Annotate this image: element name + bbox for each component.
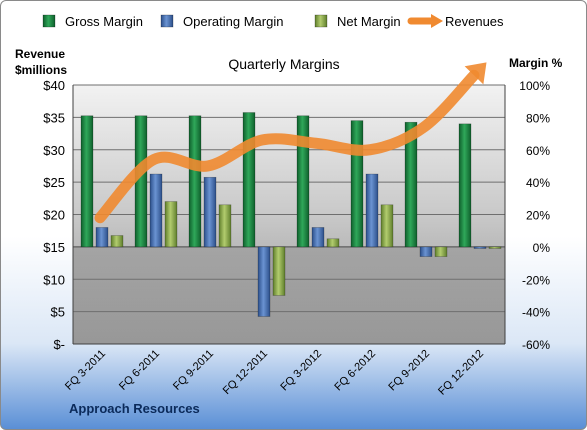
bar-gross-margin <box>296 115 310 248</box>
left-tick-label: $- <box>53 337 65 352</box>
legend-item-net-margin: Net Margin <box>314 14 401 29</box>
left-axis-label-line2: $millions <box>15 63 67 77</box>
bar-net-margin <box>218 204 232 248</box>
legend-swatch-arrow <box>431 14 443 28</box>
bar-operating-margin <box>203 176 217 248</box>
legend-label: Net Margin <box>337 14 401 29</box>
bar-operating-margin <box>365 173 379 248</box>
bar-operating-margin <box>473 246 487 249</box>
bar-operating-margin <box>95 227 109 248</box>
x-tick-label: FQ 3-2012 <box>278 348 324 394</box>
bar-operating-margin <box>419 246 433 257</box>
right-tick-label: 80% <box>526 111 550 125</box>
legend-label: Operating Margin <box>183 14 283 29</box>
legend-item-operating-margin: Operating Margin <box>160 14 283 29</box>
chart-footer: Approach Resources <box>69 401 200 416</box>
bar-net-margin <box>488 246 502 249</box>
right-tick-label: 60% <box>526 144 550 158</box>
legend-swatch <box>314 14 328 28</box>
bar-gross-margin <box>188 115 202 248</box>
x-tick-label: FQ 12-2012 <box>436 348 486 398</box>
left-tick-label: $10 <box>43 272 65 287</box>
x-tick-label: FQ 6-2011 <box>117 348 162 393</box>
legend-swatch <box>42 14 56 28</box>
legend-item-gross-margin: Gross Margin <box>42 14 143 29</box>
bar-gross-margin <box>404 121 418 248</box>
left-tick-label: $15 <box>43 240 65 255</box>
bar-operating-margin <box>311 227 325 248</box>
right-tick-label: -40% <box>522 306 550 320</box>
legend-label: Gross Margin <box>65 14 143 29</box>
bar-net-margin <box>380 204 394 248</box>
bar-net-margin <box>434 246 448 257</box>
right-tick-label: 40% <box>526 176 550 190</box>
bar-net-margin <box>326 238 340 248</box>
legend-swatch <box>160 14 174 28</box>
left-tick-label: $20 <box>43 208 65 223</box>
legend-item-revenues: Revenues <box>407 14 504 29</box>
bar-operating-margin <box>257 246 271 317</box>
revenue-arrowhead <box>464 62 487 85</box>
x-tick-label: FQ 9-2012 <box>386 348 432 394</box>
plot-negative-zone <box>73 246 505 344</box>
revenue-line <box>94 69 480 224</box>
right-tick-label: 100% <box>519 79 550 93</box>
x-tick-label: FQ 12-2011 <box>221 348 270 397</box>
left-tick-label: $35 <box>43 110 65 125</box>
right-tick-label: 0% <box>533 241 551 255</box>
bar-operating-margin <box>149 173 163 248</box>
x-tick-label: FQ 3-2011 <box>63 348 108 393</box>
bar-net-margin <box>110 235 124 248</box>
left-tick-label: $40 <box>43 78 65 93</box>
chart-title: Quarterly Margins <box>228 56 339 72</box>
legend-label: Revenues <box>445 14 504 29</box>
bar-gross-margin <box>350 120 364 248</box>
bar-gross-margin <box>242 112 256 248</box>
right-tick-label: -20% <box>522 273 550 287</box>
right-axis-label: Margin % <box>509 56 563 70</box>
left-tick-label: $25 <box>43 175 65 190</box>
right-tick-label: 20% <box>526 209 550 223</box>
x-tick-label: FQ 9-2011 <box>171 348 216 393</box>
left-axis-label-line1: Revenue <box>15 47 65 61</box>
right-tick-label: -60% <box>522 338 550 352</box>
bar-gross-margin <box>458 123 472 248</box>
left-tick-label: $30 <box>43 143 65 158</box>
bar-net-margin <box>272 246 286 296</box>
bar-net-margin <box>164 201 178 248</box>
x-tick-label: FQ 6-2012 <box>332 348 378 394</box>
bar-gross-margin <box>80 115 94 248</box>
left-tick-label: $5 <box>51 305 65 320</box>
